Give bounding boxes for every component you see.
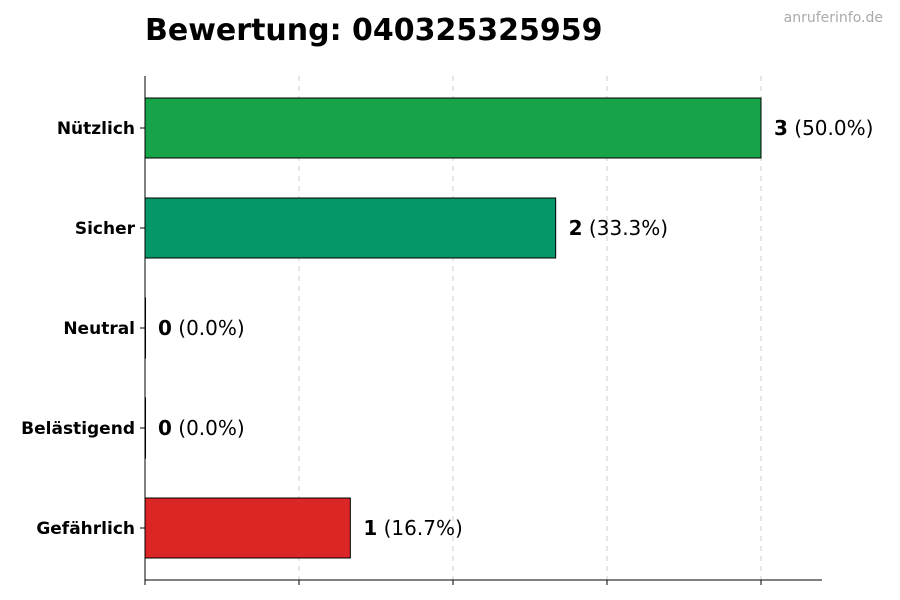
category-label: Gefährlich: [36, 519, 135, 539]
data-label-percent: (50.0%): [788, 116, 874, 140]
data-label-count: 3: [774, 116, 788, 140]
bar-4: [144, 497, 351, 559]
data-label-percent: (16.7%): [377, 516, 463, 540]
bar-1: [144, 197, 557, 259]
data-label-count: 2: [569, 216, 583, 240]
data-label: 1 (16.7%): [363, 516, 462, 540]
x-axis-ticks: [140, 127, 762, 585]
category-label: Nützlich: [57, 119, 135, 139]
category-label: Sicher: [75, 219, 136, 239]
data-label-percent: (0.0%): [172, 316, 245, 340]
category-label: Belästigend: [21, 419, 135, 439]
data-label: 3 (50.0%): [774, 116, 873, 140]
data-label-count: 1: [363, 516, 377, 540]
labels: Nützlich 3 (50.0%) Sicher 2 (33.3%) Neutral 0…: [21, 116, 873, 540]
data-label: 0 (0.0%): [158, 416, 245, 440]
data-label-percent: (0.0%): [172, 416, 245, 440]
data-label-percent: (33.3%): [583, 216, 669, 240]
category-label: Neutral: [63, 319, 135, 339]
data-label-count: 0: [158, 316, 172, 340]
data-label: 0 (0.0%): [158, 316, 245, 340]
bar-0: [144, 97, 762, 159]
chart-title: Bewertung: 040325325959: [145, 13, 603, 48]
data-label: 2 (33.3%): [569, 216, 668, 240]
data-label-count: 0: [158, 416, 172, 440]
watermark: anruferinfo.de: [784, 10, 883, 26]
